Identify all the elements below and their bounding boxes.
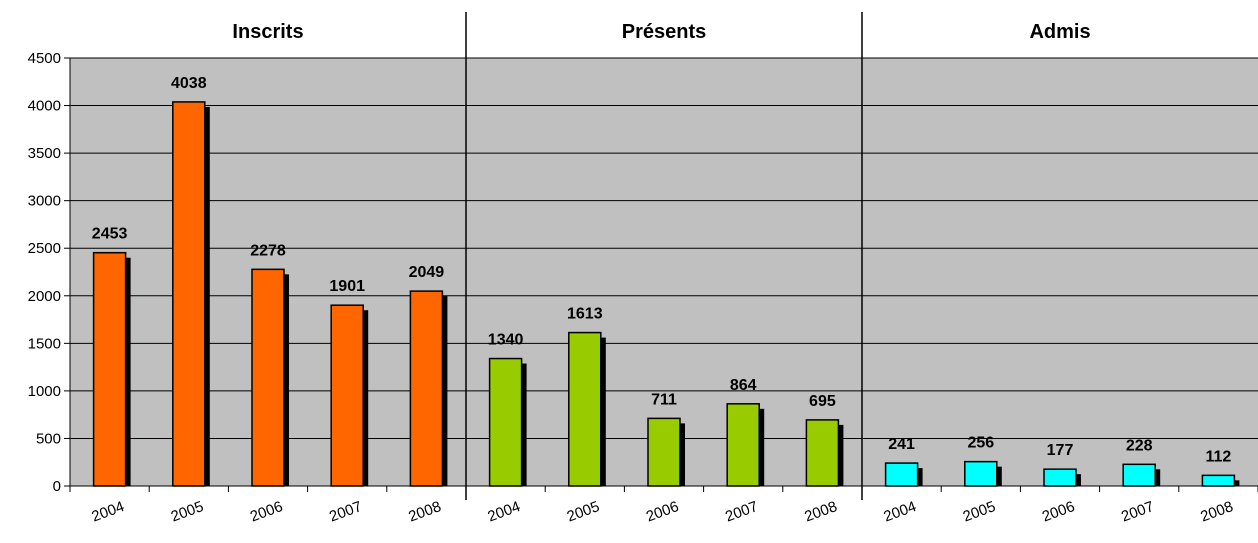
- x-tick-label: 2005: [169, 498, 206, 525]
- data-label: 1340: [488, 332, 524, 349]
- bar: [92, 251, 127, 487]
- x-tick-label: 2006: [1040, 498, 1077, 525]
- data-label: 4038: [171, 75, 207, 92]
- y-tick-label: 0: [53, 478, 61, 495]
- data-label: 695: [809, 393, 836, 410]
- bar: [726, 403, 760, 487]
- x-tick-label: 2004: [881, 498, 918, 525]
- data-label: 864: [730, 377, 757, 394]
- x-tick-label: 2008: [1198, 498, 1235, 525]
- x-tick-label: 2006: [644, 498, 681, 525]
- bar: [647, 417, 681, 487]
- bar: [1201, 474, 1236, 487]
- bars: 2453 4038 2278 1901 2049 1340 1613 711 864 695 241…: [92, 75, 1240, 487]
- y-tick-label: 2000: [28, 288, 61, 305]
- data-label: 2278: [250, 242, 286, 259]
- bar: [330, 304, 364, 487]
- bar: [172, 101, 206, 487]
- x-tick-label: 2004: [89, 498, 126, 525]
- x-axis: 2004 2005 2006 2007 2008 2004 2005 2006 2007 2008…: [69, 485, 1258, 525]
- y-tick-label: 2500: [28, 240, 61, 257]
- y-tick-label: 4500: [28, 50, 61, 67]
- data-label: 711: [651, 391, 677, 408]
- x-tick-label: 2004: [485, 498, 522, 525]
- data-label: 2049: [409, 264, 445, 281]
- group-headers: Inscrits Présents Admis: [232, 12, 1091, 500]
- data-label: 228: [1126, 437, 1153, 454]
- data-label: 177: [1047, 442, 1074, 459]
- group-header: Admis: [1029, 21, 1090, 43]
- x-tick-label: 2008: [406, 498, 443, 525]
- data-label: 112: [1205, 448, 1231, 465]
- data-label: 241: [888, 436, 915, 453]
- x-tick-label: 2005: [565, 498, 602, 525]
- bar: [251, 268, 285, 487]
- bar: [488, 357, 523, 487]
- bar: [1122, 463, 1156, 487]
- y-tick-label: 3000: [28, 193, 61, 210]
- x-tick-label: 2007: [1119, 498, 1156, 525]
- x-tick-label: 2008: [802, 498, 839, 525]
- x-tick-label: 2005: [961, 498, 998, 525]
- group-header: Inscrits: [232, 21, 303, 43]
- x-tick-label: 2006: [248, 498, 285, 525]
- bar: [884, 462, 919, 487]
- y-tick-label: 4000: [28, 98, 61, 115]
- y-tick-label: 1000: [28, 383, 61, 400]
- y-axis: 0 500 1000 1500 2000 2500 3000 3500 4000 4500: [28, 50, 71, 495]
- data-label: 256: [967, 435, 994, 452]
- bar: [568, 331, 602, 487]
- data-label: 2453: [92, 226, 128, 243]
- data-label: 1613: [567, 306, 603, 323]
- data-label: 1901: [329, 278, 365, 295]
- bar: [964, 460, 998, 487]
- bar: [409, 290, 444, 487]
- bar: [1043, 468, 1077, 487]
- y-tick-label: 1500: [28, 335, 61, 352]
- y-tick-label: 500: [36, 430, 61, 447]
- x-tick-label: 2007: [327, 498, 364, 525]
- y-tick-label: 3500: [28, 145, 61, 162]
- bar: [805, 419, 840, 487]
- group-header: Présents: [622, 21, 707, 43]
- x-tick-label: 2007: [723, 498, 760, 525]
